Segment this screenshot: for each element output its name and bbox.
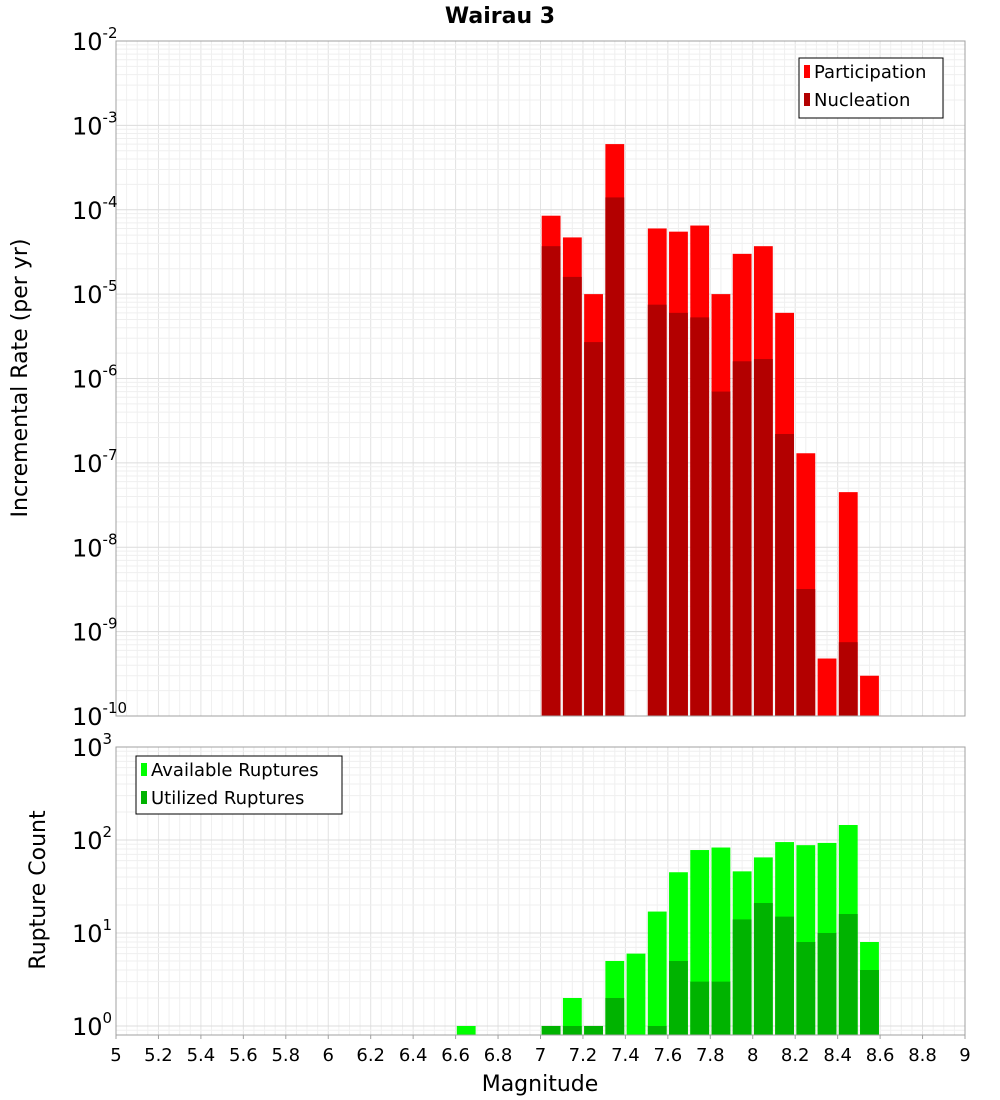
bar-utilized-ruptures [690, 981, 710, 1035]
y-tick-label: 10-4 [72, 193, 118, 225]
y-tick-label: 102 [72, 823, 112, 855]
chart-title: Wairau 3 [445, 4, 555, 29]
x-tick-label: 5.8 [271, 1045, 300, 1066]
y-tick-label: 10-5 [72, 277, 118, 309]
x-tick-label: 8.6 [866, 1045, 895, 1066]
bar-nucleation [562, 276, 582, 716]
y-tick-label: 10-6 [72, 362, 118, 394]
bar-nucleation [690, 317, 710, 716]
bottom-y-axis-label: Rupture Count [26, 810, 51, 970]
bar-utilized-ruptures [562, 1025, 582, 1035]
y-tick-label: 10-3 [72, 108, 118, 140]
legend-label: Nucleation [814, 90, 910, 111]
bar-available-ruptures [647, 911, 667, 1035]
bar-nucleation [775, 433, 794, 716]
x-tick-label: 5.2 [144, 1045, 173, 1066]
top-legend: Participation Nucleation [798, 57, 944, 119]
legend-swatch [141, 763, 147, 776]
x-tick-label: 6 [323, 1045, 334, 1066]
x-tick-label: 5.6 [229, 1045, 258, 1066]
bar-utilized-ruptures [860, 969, 879, 1035]
y-tick-label: 10-8 [72, 530, 118, 562]
x-tick-label: 7.6 [654, 1045, 683, 1066]
bar-utilized-ruptures [669, 960, 688, 1035]
x-tick-label: 8.8 [908, 1045, 937, 1066]
bar-utilized-ruptures [647, 1025, 667, 1035]
bar-nucleation [796, 589, 816, 716]
bar-nucleation [541, 246, 561, 716]
bar-utilized-ruptures [732, 919, 752, 1035]
x-tick-label: 8 [747, 1045, 758, 1066]
x-tick-label: 5 [110, 1045, 121, 1066]
x-axis-label: Magnitude [482, 1072, 599, 1097]
x-tick-label: 6.8 [484, 1045, 513, 1066]
x-tick-label: 6.2 [356, 1045, 385, 1066]
x-tick-labels: 5 5.2 5.4 5.6 5.8 6 6.2 6.4 6.6 6.8 7 7.2 7.4 7.6 7.8 8… [110, 1035, 971, 1066]
legend-box [135, 755, 343, 815]
y-tick-label: 101 [72, 916, 112, 948]
top-plot-frame [115, 40, 966, 717]
bar-utilized-ruptures [584, 1025, 603, 1035]
bar-nucleation [732, 361, 752, 716]
y-tick-label: 10-9 [72, 615, 118, 647]
bar-nucleation [669, 312, 688, 716]
x-tick-label: 6.6 [441, 1045, 470, 1066]
x-tick-label: 6.4 [399, 1045, 428, 1066]
bottom-y-ticks: 100 101 102 103 [72, 730, 112, 1041]
bar-utilized-ruptures [541, 1025, 561, 1035]
bar-nucleation [838, 642, 858, 716]
y-tick-label: 103 [72, 730, 112, 762]
bar-available-ruptures [562, 997, 582, 1035]
bar-utilized-ruptures [753, 903, 773, 1035]
x-tick-label: 9 [959, 1045, 970, 1066]
bottom-legend: Available Ruptures Utilized Ruptures [135, 755, 343, 815]
y-tick-label: 10-10 [72, 699, 127, 731]
bar-available-ruptures [456, 1025, 476, 1035]
legend-label: Available Ruptures [151, 760, 319, 781]
x-tick-label: 7.2 [569, 1045, 598, 1066]
x-tick-label: 5.4 [187, 1045, 216, 1066]
bar-utilized-ruptures [817, 932, 837, 1035]
bar-utilized-ruptures [775, 916, 794, 1035]
legend-label: Utilized Ruptures [151, 788, 304, 809]
bar-utilized-ruptures [605, 997, 625, 1035]
top-y-ticks: 10-10 10-9 10-8 10-7 10-6 10-5 10-4 10-3 10-2 [72, 24, 127, 731]
bar-participation [817, 658, 837, 716]
bar-nucleation [605, 197, 625, 717]
bar-utilized-ruptures [796, 942, 816, 1035]
bar-nucleation [753, 359, 773, 716]
legend-swatch [141, 791, 147, 804]
top-bars [541, 144, 879, 717]
bar-nucleation [584, 342, 603, 716]
x-tick-label: 7 [535, 1045, 546, 1066]
bar-nucleation [711, 391, 731, 716]
x-tick-label: 7.4 [611, 1045, 640, 1066]
bar-nucleation [647, 304, 667, 716]
y-tick-label: 10-7 [72, 446, 118, 478]
bar-participation [860, 675, 879, 716]
legend-swatch [804, 93, 810, 106]
x-tick-label: 8.2 [781, 1045, 810, 1066]
bar-utilized-ruptures [838, 914, 858, 1035]
y-tick-label: 10-2 [72, 24, 118, 56]
legend-box [798, 57, 944, 119]
legend-swatch [804, 65, 810, 78]
legend-label: Participation [814, 62, 926, 83]
top-y-axis-label: Incremental Rate (per yr) [8, 239, 33, 518]
bottom-bars [456, 824, 879, 1035]
bar-utilized-ruptures [711, 981, 731, 1035]
x-tick-label: 8.4 [823, 1045, 852, 1066]
y-tick-label: 100 [72, 1009, 112, 1041]
top-grid [115, 40, 966, 717]
x-tick-label: 7.8 [696, 1045, 725, 1066]
bar-available-ruptures [626, 953, 646, 1035]
